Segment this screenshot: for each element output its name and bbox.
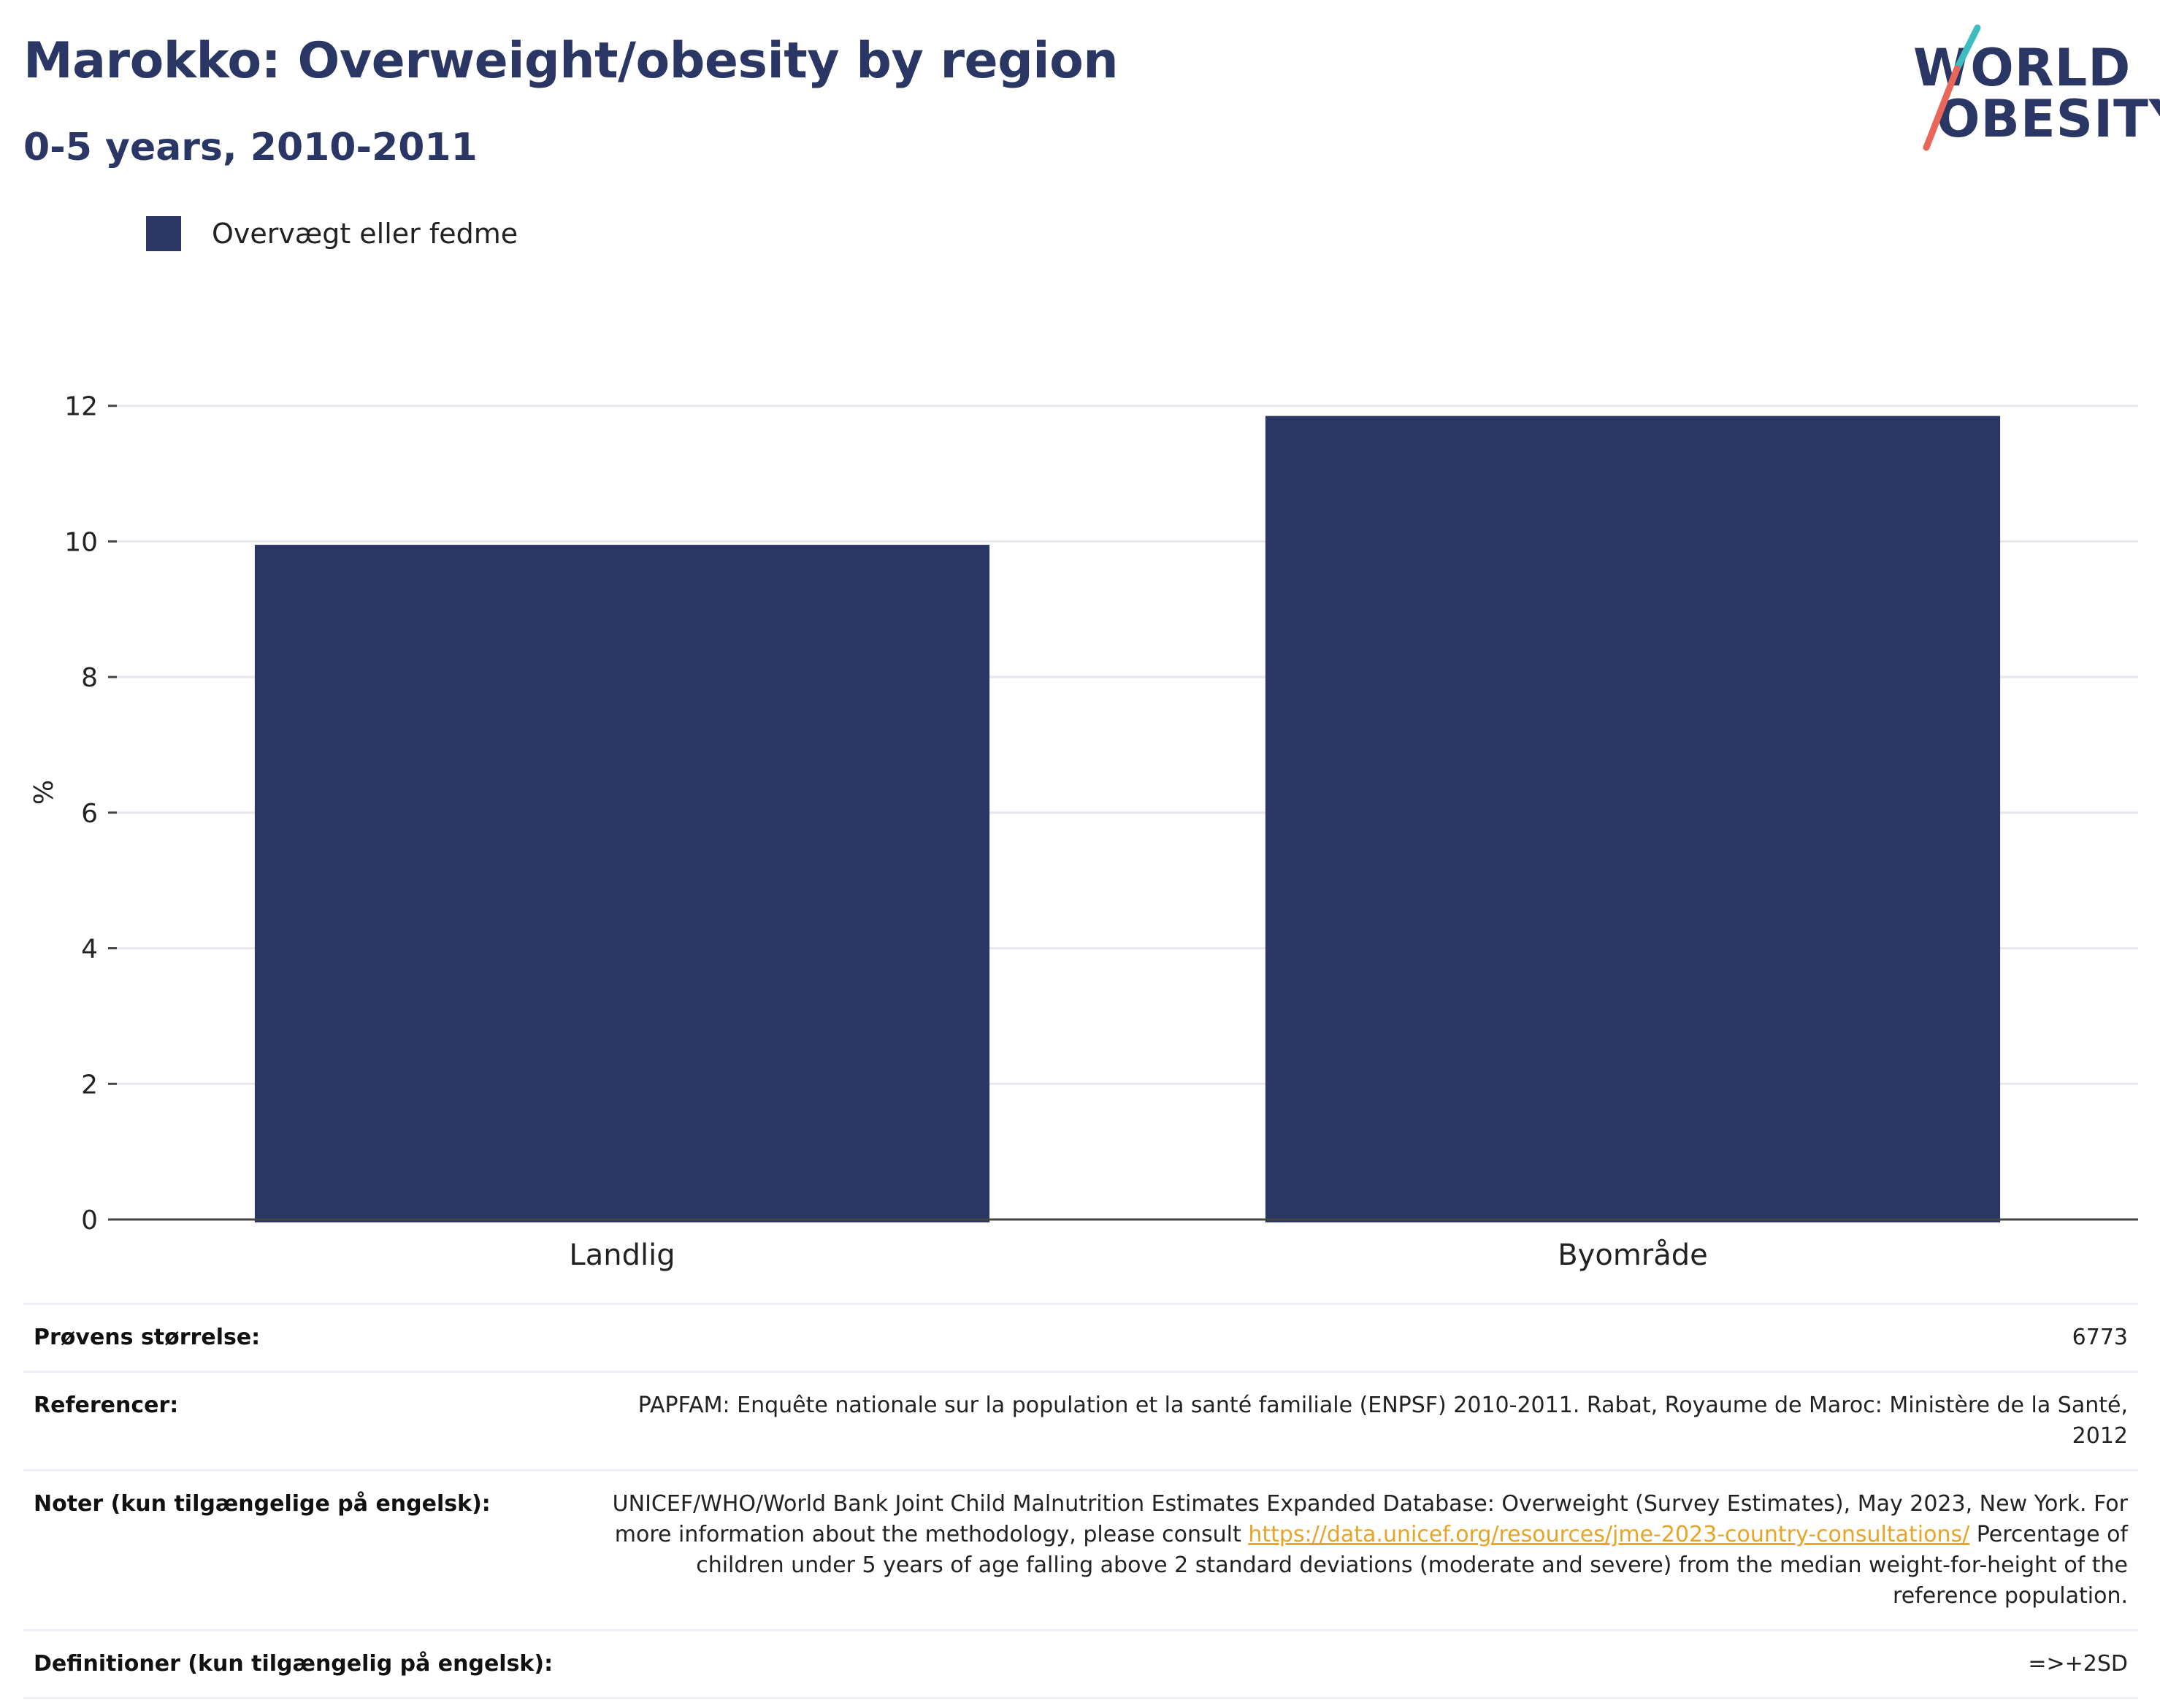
table-row: Referencer: PAPFAM: Enquête nationale su…	[23, 1371, 2138, 1471]
legend-swatch	[146, 216, 181, 251]
world-obesity-logo: WORLD OBESITY	[1899, 20, 2160, 152]
table-row: Noter (kun tilgængelige på engelsk): UNI…	[23, 1470, 2138, 1631]
bar-chart: 0 2 4 6 8 10 12 % Landlig Byområde	[29, 392, 2138, 1272]
sample-size-value: 6773	[2072, 1325, 2128, 1350]
logo-text-obesity: OBESITY	[1937, 89, 2160, 149]
y-tick-label: 12	[64, 392, 98, 422]
y-tick-label: 2	[81, 1070, 98, 1100]
y-axis-label: %	[29, 780, 59, 805]
metadata-table: Prøvens størrelse: 6773 Referencer: PAPF…	[23, 1303, 2138, 1699]
table-row: Definitioner (kun tilgængelig på engelsk…	[23, 1630, 2138, 1699]
notes-value: UNICEF/WHO/World Bank Joint Child Malnut…	[599, 1471, 2138, 1631]
chart-title: Marokko: Overweight/obesity by region	[23, 32, 1119, 90]
y-tick-label: 0	[81, 1206, 98, 1236]
bar-byområde	[1265, 415, 2001, 1223]
chart-subtitle: 0-5 years, 2010-2011	[23, 126, 478, 169]
references-key: Referencer:	[34, 1393, 179, 1418]
sample-size-key: Prøvens størrelse:	[34, 1325, 261, 1350]
y-tick-labels: 0 2 4 6 8 10 12	[64, 392, 117, 1236]
chart-legend: Overvægt eller fedme	[146, 216, 518, 251]
y-tick-label: 6	[81, 799, 98, 829]
y-tick-label: 10	[64, 527, 98, 557]
bars	[254, 415, 2001, 1223]
table-row: Prøvens størrelse: 6773	[23, 1303, 2138, 1372]
logo-slash-icon	[1923, 24, 1981, 151]
x-tick-labels: Landlig Byområde	[569, 1238, 1707, 1272]
definitions-value: =>+2SD	[2028, 1651, 2128, 1677]
notes-text-pre: UNICEF/WHO/World Bank Joint Child Malnut…	[612, 1491, 2128, 1547]
x-tick-label: Landlig	[569, 1238, 675, 1272]
notes-key: Noter (kun tilgængelige på engelsk):	[34, 1491, 491, 1517]
notes-text-post: Percentage of children under 5 years of …	[696, 1522, 2128, 1609]
y-tick-label: 8	[81, 663, 98, 693]
legend-label: Overvægt eller fedme	[212, 218, 518, 250]
y-tick-label: 4	[81, 935, 98, 965]
x-tick-label: Byområde	[1558, 1238, 1708, 1272]
references-value: PAPFAM: Enquête nationale sur la populat…	[637, 1393, 2128, 1449]
notes-link[interactable]: https://data.unicef.org/resources/jme-20…	[1248, 1522, 1970, 1547]
definitions-key: Definitioner (kun tilgængelig på engelsk…	[34, 1651, 554, 1677]
bar-landlig	[254, 545, 990, 1222]
